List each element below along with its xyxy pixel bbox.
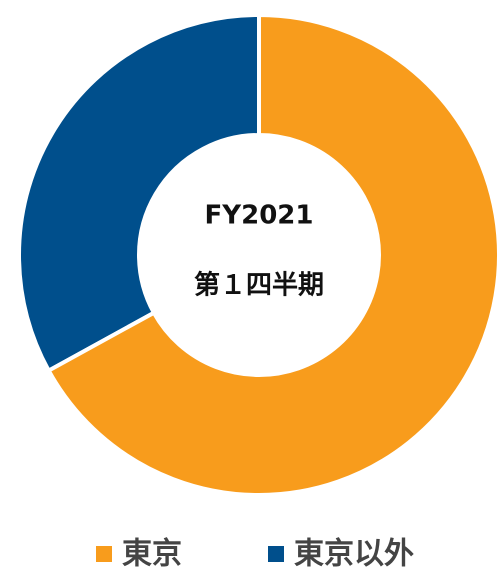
donut-slice: [45, 12, 499, 497]
center-label: 第１四半期: [194, 270, 324, 301]
legend-label: 東京以外: [294, 537, 414, 572]
legend-swatch: [96, 546, 112, 562]
legend-label: 東京: [122, 537, 182, 572]
center-label: FY2021: [205, 201, 314, 231]
donut-slice: [17, 12, 261, 374]
legend-swatch: [268, 546, 284, 562]
